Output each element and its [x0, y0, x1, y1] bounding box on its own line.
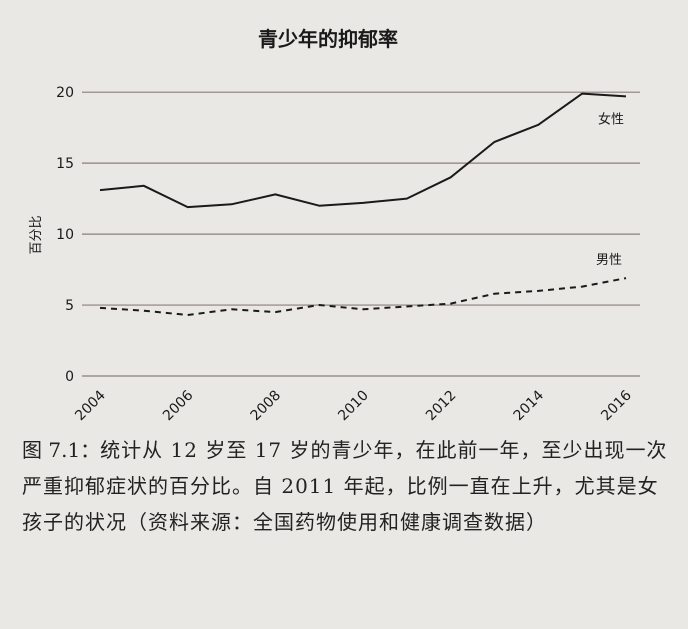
series-line-0 — [99, 92, 627, 209]
y-tick-label-10: 10 — [56, 227, 74, 243]
figure-caption: 图 7.1：统计从 12 岁至 17 岁的青少年，在此前一年，至少出现一次严重抑… — [22, 432, 670, 540]
series-label-0: 女性 — [598, 111, 624, 127]
y-tick-label-0: 0 — [65, 369, 74, 385]
line-chart: 青少年的抑郁率 百分比 0 5 10 15 20 2004 2006 2008 2010 201… — [29, 27, 640, 424]
gridlines — [82, 91, 640, 377]
x-tick-label-2014: 2014 — [511, 387, 548, 424]
series-label-1: 男性 — [596, 253, 622, 268]
x-tick-label-2006: 2006 — [160, 387, 197, 424]
series-lines — [99, 92, 627, 316]
x-tick-label-2008: 2008 — [248, 388, 285, 425]
y-tick-label-20: 20 — [56, 85, 74, 101]
caption-text: 统计从 12 岁至 17 岁的青少年，在此前一年，至少出现一次严重抑郁症状的百分… — [22, 438, 668, 534]
y-tick-labels: 0 5 10 15 20 — [56, 85, 74, 385]
x-tick-label-2004: 2004 — [72, 387, 109, 424]
x-tick-label-2010: 2010 — [335, 388, 372, 425]
x-tick-labels: 2004 2006 2008 2010 2012 2014 2016 — [72, 387, 635, 424]
x-tick-label-2012: 2012 — [423, 388, 460, 425]
figure-label: 图 7.1： — [22, 438, 101, 462]
y-tick-label-5: 5 — [65, 298, 74, 314]
y-axis-label: 百分比 — [29, 215, 44, 254]
x-tick-label-2016: 2016 — [598, 387, 635, 424]
y-tick-label-15: 15 — [56, 156, 74, 172]
chart-title: 青少年的抑郁率 — [258, 27, 398, 51]
series-line-1 — [99, 277, 627, 316]
